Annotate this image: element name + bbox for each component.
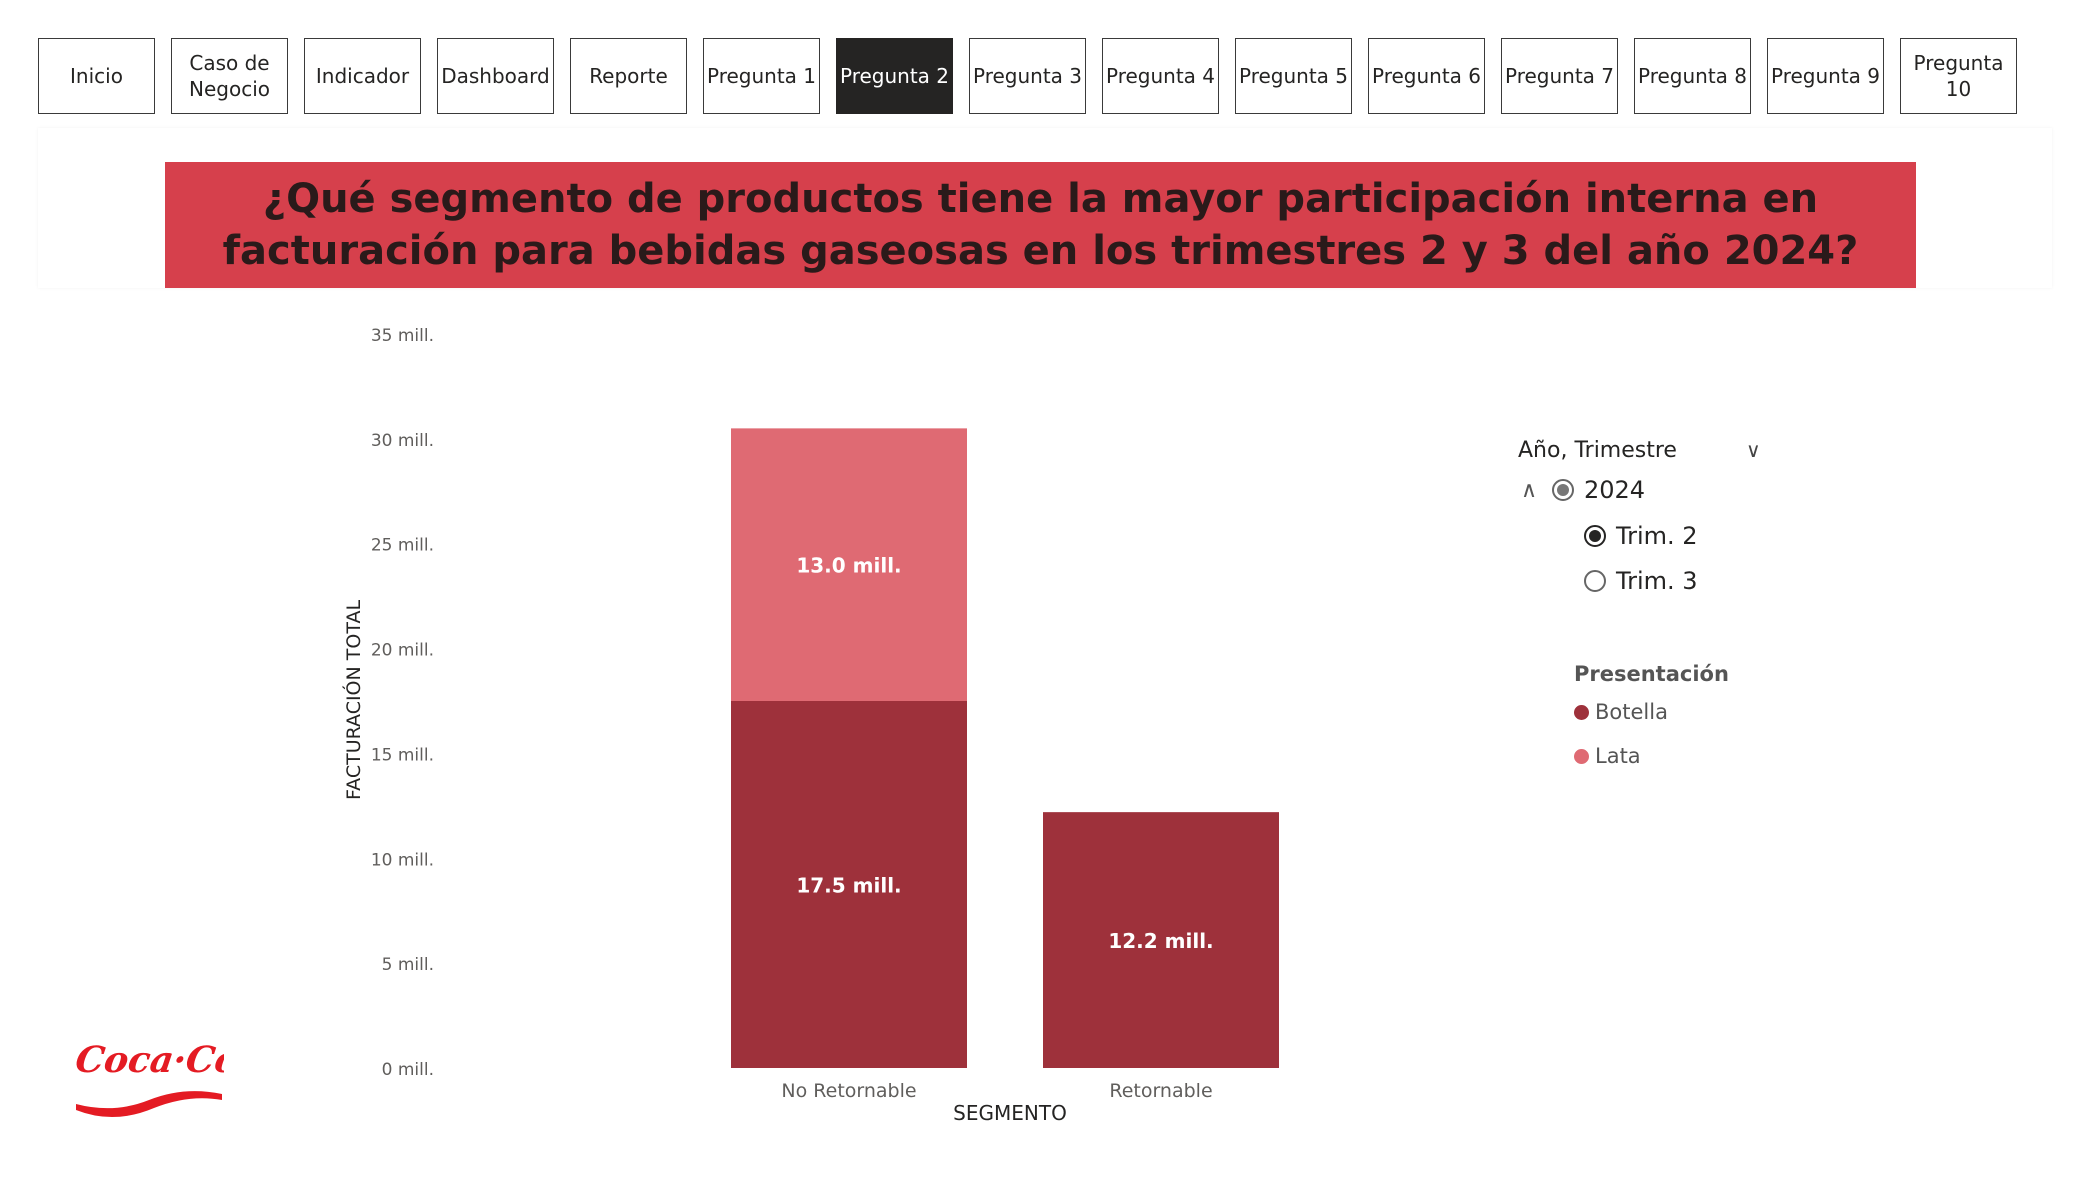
y-tick-label: 10 mill. [371,850,434,870]
slicer-item-trim-2[interactable]: Trim. 2 [1584,522,1698,550]
slicer-item-trim-3[interactable]: Trim. 3 [1584,567,1698,595]
question-title: ¿Qué segmento de productos tiene la mayo… [222,176,1859,274]
y-tick-label: 15 mill. [371,745,434,765]
x-axis-ticks: No Retornable Retornable [781,1080,1212,1102]
nav-button-pregunta-2[interactable]: Pregunta 2 [836,38,953,114]
page-navigation: Inicio Caso de Negocio Indicador Dashboa… [38,38,2017,116]
nav-button-caso-de-negocio[interactable]: Caso de Negocio [171,38,288,114]
filter-and-legend-panel: Año, Trimestre ∨ ∧ 2024 Trim. 2 Trim. 3 … [1510,432,1800,792]
nav-button-pregunta-4[interactable]: Pregunta 4 [1102,38,1219,114]
y-tick-label: 35 mill. [371,326,434,346]
y-tick-label: 5 mill. [382,955,434,975]
nav-button-pregunta-8[interactable]: Pregunta 8 [1634,38,1751,114]
nav-button-pregunta-9[interactable]: Pregunta 9 [1767,38,1884,114]
legend-title: Presentación [1574,662,1729,686]
nav-button-reporte[interactable]: Reporte [570,38,687,114]
x-tick-label: No Retornable [781,1080,916,1102]
legend-label-botella: Botella [1595,700,1668,724]
slicer-dropdown-chevron-icon[interactable]: ∨ [1746,438,1761,462]
year-label: 2024 [1584,476,1646,504]
nav-button-dashboard[interactable]: Dashboard [437,38,554,114]
y-tick-label: 0 mill. [382,1060,434,1080]
slicer-item-year[interactable]: ∧ 2024 [1516,476,1645,504]
trim-3-label: Trim. 3 [1616,567,1698,595]
bar-data-label: 17.5 mill. [796,874,901,898]
trim-2-radio[interactable] [1584,525,1606,547]
bar-lata-no-retornable[interactable] [731,428,967,701]
y-tick-label: 30 mill. [371,431,434,451]
stacked-bar-chart: 0 mill. 5 mill. 10 mill. 15 mill. 20 mill. 25… [341,326,1279,1125]
nav-button-pregunta-6[interactable]: Pregunta 6 [1368,38,1485,114]
y-axis-ticks: 0 mill. 5 mill. 10 mill. 15 mill. 20 mill. 25… [371,326,434,1080]
y-tick-label: 20 mill. [371,641,434,661]
bar-botella-retornable[interactable] [1043,812,1279,1068]
nav-button-pregunta-5[interactable]: Pregunta 5 [1235,38,1352,114]
svg-text:Coca·Cola: Coca·Cola [74,1038,224,1081]
slicer-title: Año, Trimestre [1518,438,1677,463]
bar-data-labels: 17.5 mill. 13.0 mill. 12.2 mill. [796,554,1213,953]
x-tick-label: Retornable [1109,1080,1212,1102]
bar-data-label: 12.2 mill. [1108,929,1213,953]
bar-segments [731,428,1279,1068]
nav-button-indicador[interactable]: Indicador [304,38,421,114]
legend-item-lata[interactable]: Lata [1574,744,1641,768]
collapse-chevron-up-icon[interactable]: ∧ [1520,477,1538,503]
trim-3-radio[interactable] [1584,570,1606,592]
bar-botella-no-retornable[interactable] [731,701,967,1068]
legend-label-lata: Lata [1595,744,1641,768]
nav-button-pregunta-1[interactable]: Pregunta 1 [703,38,820,114]
legend-dot-botella [1574,704,1589,720]
trim-2-label: Trim. 2 [1616,522,1698,550]
nav-button-pregunta-3[interactable]: Pregunta 3 [969,38,1086,114]
nav-button-pregunta-10[interactable]: Pregunta 10 [1900,38,2017,114]
legend-item-botella[interactable]: Botella [1574,700,1668,724]
coca-cola-logo: Coca·Cola [74,1038,224,1118]
bar-data-label: 13.0 mill. [796,554,901,578]
year-radio[interactable] [1552,479,1574,501]
question-banner: ¿Qué segmento de productos tiene la mayo… [165,162,1916,288]
x-axis-title: SEGMENTO [953,1101,1067,1125]
nav-button-inicio[interactable]: Inicio [38,38,155,114]
legend-dot-lata [1574,748,1589,764]
y-axis-title: FACTURACIÓN TOTAL [341,600,365,800]
y-tick-label: 25 mill. [371,536,434,556]
nav-button-pregunta-7[interactable]: Pregunta 7 [1501,38,1618,114]
